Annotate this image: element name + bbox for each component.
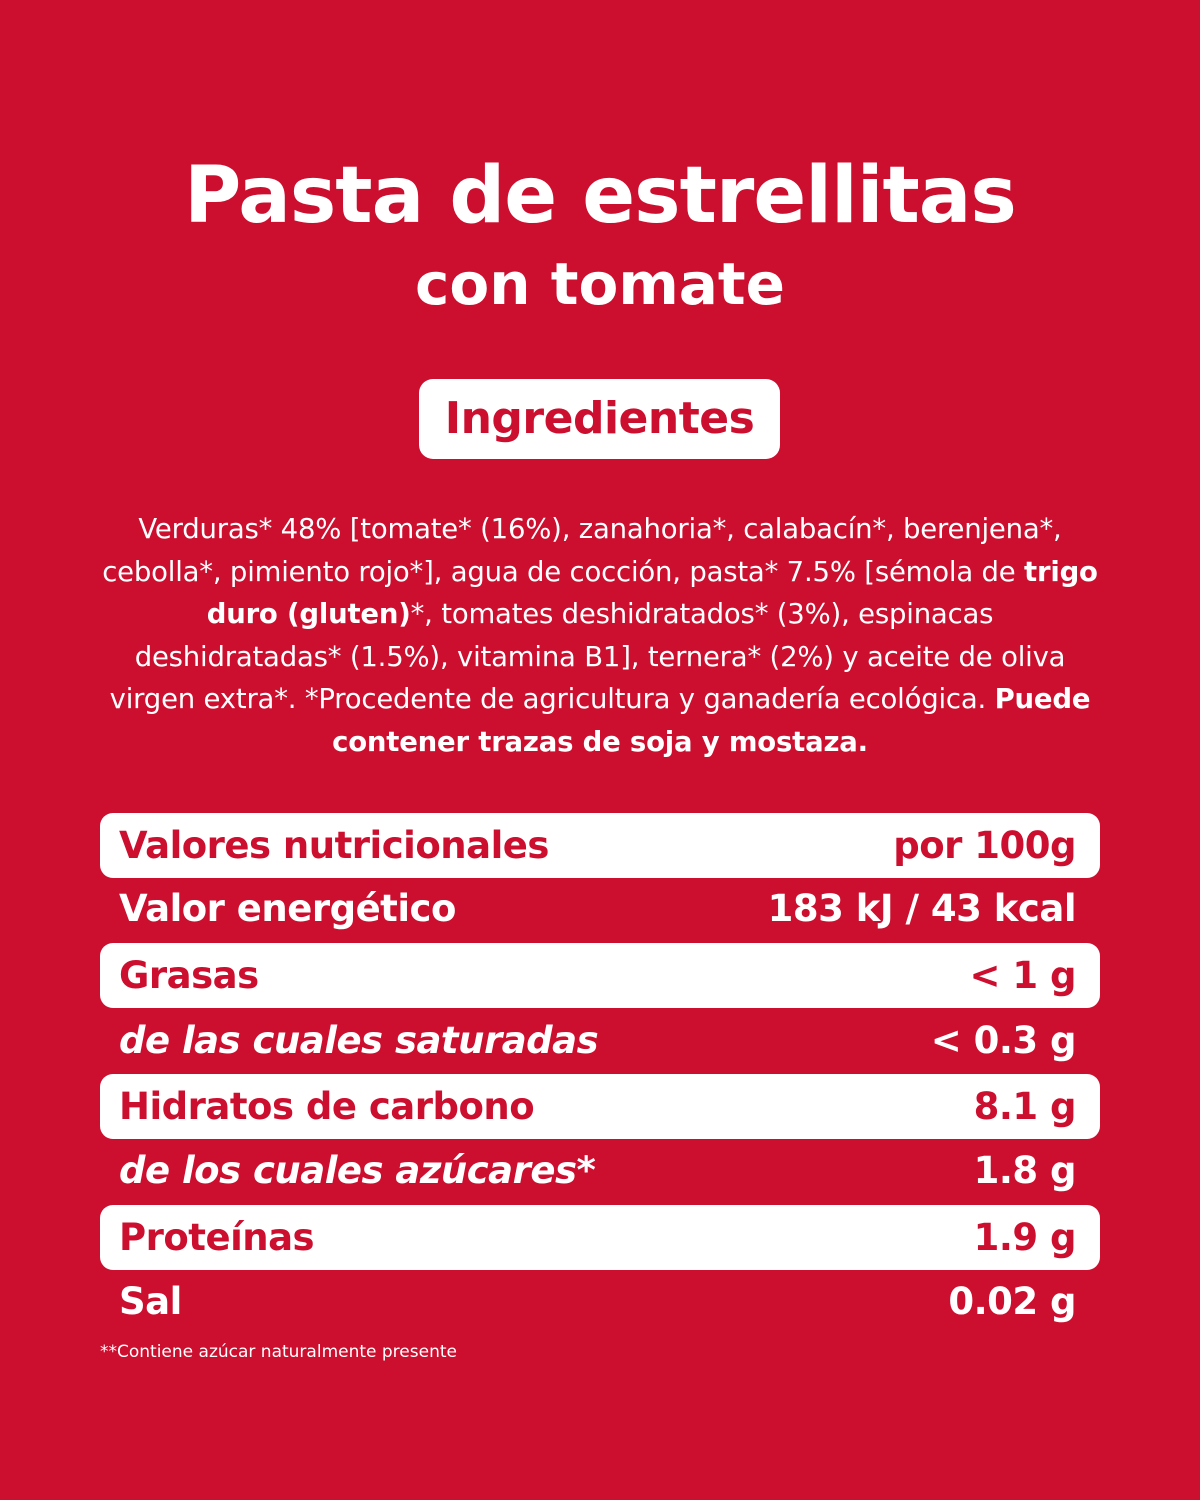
nutrition-row-label: Valor energético <box>119 887 456 930</box>
nutrition-row-label: de los cuales azúcares* <box>119 1149 596 1192</box>
allergen-highlight: trigo duro (gluten) <box>206 555 1098 631</box>
nutrition-row-label: Valores nutricionales <box>119 824 549 867</box>
nutrition-row-protein: Proteínas 1.9 g <box>100 1205 1100 1270</box>
nutrition-row-value: por 100g <box>893 824 1076 867</box>
nutrition-row-carbohydrates: Hidratos de carbono 8.1 g <box>100 1074 1100 1139</box>
product-title: Pasta de estrellitas <box>184 151 1017 241</box>
nutrition-row-label: Sal <box>119 1280 182 1323</box>
nutrition-row-fat: Grasas < 1 g <box>100 943 1100 1008</box>
nutrition-row-sugars: de los cuales azúcares* 1.8 g <box>100 1138 1100 1203</box>
nutrition-row-value: 8.1 g <box>973 1085 1077 1128</box>
nutrition-row-label: de las cuales saturadas <box>119 1019 599 1062</box>
ingredients-segment: *, tomates deshidratados* (3%), espinaca… <box>109 598 1066 716</box>
traces-warning: Puede contener trazas de soja y mostaza. <box>332 683 1091 758</box>
product-subtitle: con tomate <box>415 250 785 318</box>
ingredients-segment: Verduras* 48% [tomate* (16%), zanahoria*… <box>102 513 1062 588</box>
nutrition-row-value: < 1 g <box>969 954 1077 997</box>
sugar-footnote: **Contiene azúcar naturalmente presente <box>100 1342 457 1362</box>
nutrition-row-value: 1.9 g <box>973 1216 1077 1259</box>
nutrition-row-salt: Sal 0.02 g <box>100 1269 1100 1334</box>
nutrition-row-value: 0.02 g <box>948 1280 1076 1323</box>
nutrition-row-value: < 0.3 g <box>930 1019 1077 1062</box>
nutrition-row-label: Hidratos de carbono <box>119 1085 535 1128</box>
nutrition-row-saturated: de las cuales saturadas < 0.3 g <box>100 1008 1100 1073</box>
nutrition-row-energy: Valor energético 183 kJ / 43 kcal <box>100 876 1100 941</box>
ingredients-text: Verduras* 48% [tomate* (16%), zanahoria*… <box>100 508 1100 764</box>
nutrition-header-row: Valores nutricionales por 100g <box>100 813 1100 878</box>
nutrition-row-label: Proteínas <box>119 1216 315 1259</box>
nutrition-row-value: 1.8 g <box>973 1149 1077 1192</box>
ingredients-heading-badge: Ingredientes <box>419 379 780 459</box>
nutrition-row-label: Grasas <box>119 954 259 997</box>
nutrition-row-value: 183 kJ / 43 kcal <box>767 887 1077 930</box>
